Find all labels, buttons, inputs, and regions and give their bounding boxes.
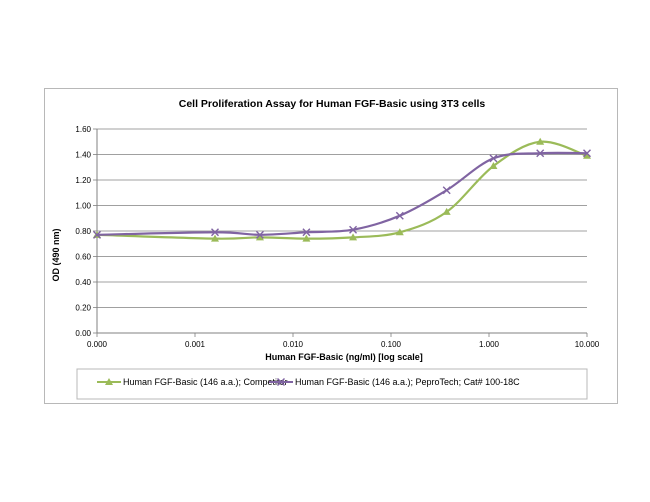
x-tick-label: 10.000: [575, 340, 600, 349]
data-point: [489, 154, 498, 163]
series-2: [93, 149, 591, 239]
x-axis-label: Human FGF-Basic (ng/ml) [log scale]: [265, 352, 423, 362]
series-layer: [93, 137, 591, 242]
data-point: [536, 137, 545, 145]
x-tick-label: 0.000: [87, 340, 108, 349]
x-tick-label: 0.010: [283, 340, 304, 349]
data-point: [442, 207, 451, 215]
marker-stroke: [349, 225, 358, 234]
marker-stroke: [489, 154, 498, 163]
series-line: [96, 151, 588, 236]
legend-box: [76, 368, 588, 400]
y-tick-label: 0.00: [75, 329, 91, 338]
x-axis-ticks: 0.000 0.001 0.010 0.100 1.000 10.000: [87, 333, 600, 349]
data-point: [583, 149, 591, 158]
data-point: [442, 186, 451, 195]
legend-item-1: Human FGF-Basic (146 a.a.); Competitor: [97, 377, 288, 387]
y-tick-label: 1.60: [75, 125, 91, 134]
y-tick-label: 1.40: [75, 151, 91, 160]
x-tick-label: 0.001: [185, 340, 206, 349]
marker-stroke: [255, 230, 264, 239]
legend: Human FGF-Basic (146 a.a.); Competitor Hu…: [97, 377, 520, 387]
marker-stroke: [442, 186, 451, 195]
data-point: [302, 228, 311, 237]
x-tick-label: 1.000: [479, 340, 500, 349]
y-axis-ticks: 0.00 0.20 0.40 0.60 0.80 1.00 1.20 1.40 1.60: [75, 125, 97, 338]
data-point: [211, 234, 220, 242]
data-point: [489, 161, 498, 169]
y-axis-label: OD (490 nm): [51, 228, 61, 281]
data-point: [583, 151, 591, 159]
y-tick-label: 0.80: [75, 227, 91, 236]
marker-stroke: [93, 230, 101, 239]
legend-label: Human FGF-Basic (146 a.a.); PeproTech; C…: [295, 377, 520, 387]
y-tick-label: 0.40: [75, 278, 91, 287]
data-point: [93, 230, 101, 239]
marker-stroke: [395, 211, 404, 220]
data-point: [302, 234, 311, 242]
legend-marker: [277, 378, 285, 386]
data-point: [395, 211, 404, 220]
marker-stroke: [211, 228, 219, 237]
data-point: [536, 149, 545, 158]
marker-stroke: [277, 378, 285, 386]
data-point: [255, 233, 264, 241]
marker-stroke: [583, 149, 591, 158]
y-tick-label: 1.20: [75, 176, 91, 185]
legend-marker: [105, 378, 113, 385]
data-point: [349, 233, 358, 241]
data-point: [255, 230, 264, 239]
legend-item-2: Human FGF-Basic (146 a.a.); PeproTech; C…: [269, 377, 520, 387]
x-tick-label: 0.100: [381, 340, 402, 349]
y-tick-label: 0.60: [75, 253, 91, 262]
y-tick-label: 0.20: [75, 304, 91, 313]
legend-label: Human FGF-Basic (146 a.a.); Competitor: [123, 377, 288, 387]
chart-title: Cell Proliferation Assay for Human FGF-B…: [179, 98, 486, 110]
y-tick-label: 1.00: [75, 202, 91, 211]
marker-stroke: [302, 228, 311, 237]
marker-stroke: [536, 149, 545, 158]
chart-frame: Cell Proliferation Assay for Human FGF-B…: [44, 88, 618, 404]
data-point: [395, 228, 404, 236]
line-chart: Cell Proliferation Assay for Human FGF-B…: [51, 98, 600, 400]
data-point: [349, 225, 358, 234]
data-point: [211, 228, 219, 237]
series-line: [96, 140, 588, 240]
